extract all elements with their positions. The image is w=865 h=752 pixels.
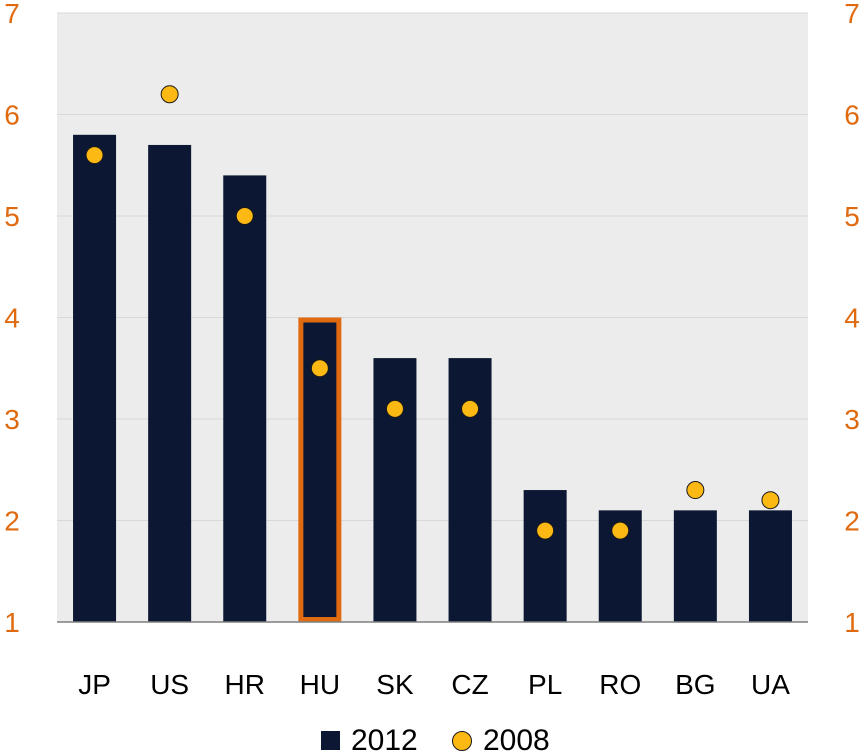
bar-pl-2012 <box>523 490 567 622</box>
y-tick-left-4: 4 <box>4 303 20 334</box>
y-axis-right-labels: 1 2 3 4 5 6 7 <box>844 0 860 638</box>
bar-jp-2012 <box>73 134 117 623</box>
y-tick-left-3: 3 <box>4 404 20 435</box>
bar-us-2012 <box>148 144 192 622</box>
x-tick-hu: HU <box>300 669 340 700</box>
legend-label-2008: 2008 <box>483 724 550 752</box>
y-tick-right-1: 1 <box>844 607 860 638</box>
y-tick-right-2: 2 <box>844 506 860 537</box>
y-tick-left-5: 5 <box>4 201 20 232</box>
y-tick-right-4: 4 <box>844 303 860 334</box>
x-tick-ua: UA <box>751 669 790 700</box>
bar-ua-2012 <box>748 510 792 622</box>
x-tick-jp: JP <box>78 669 111 700</box>
legend-swatch-2008 <box>452 731 472 751</box>
marker-us-2008 <box>160 85 179 104</box>
bar-cz-2012 <box>448 358 492 622</box>
y-axis-left-labels: 1 2 3 4 5 6 7 <box>4 0 20 638</box>
bar-bg-2012 <box>673 510 717 622</box>
x-tick-us: US <box>150 669 189 700</box>
legend: 2012 2008 <box>321 724 550 752</box>
y-tick-left-7: 7 <box>4 0 20 29</box>
legend-swatch-2012 <box>321 731 340 750</box>
x-axis-labels: JP US HR HU SK CZ PL RO BG UA <box>78 669 790 700</box>
marker-hr-2008 <box>235 207 254 225</box>
x-tick-ro: RO <box>599 669 641 700</box>
bar-hu-2012 <box>298 317 342 622</box>
x-tick-cz: CZ <box>451 669 488 700</box>
x-tick-pl: PL <box>528 669 562 700</box>
bar-hr-2012 <box>223 175 267 622</box>
y-tick-right-6: 6 <box>844 100 860 131</box>
marker-jp-2008 <box>85 146 104 165</box>
markers-2008 <box>85 85 780 540</box>
marker-hu-2008 <box>310 359 329 378</box>
x-tick-hr: HR <box>225 669 265 700</box>
y-tick-right-5: 5 <box>844 201 860 232</box>
y-tick-right-3: 3 <box>844 404 860 435</box>
marker-cz-2008 <box>461 399 480 418</box>
y-tick-left-1: 1 <box>4 607 20 638</box>
marker-ua-2008 <box>761 491 780 510</box>
marker-sk-2008 <box>385 399 404 418</box>
y-tick-left-2: 2 <box>4 506 20 537</box>
x-tick-sk: SK <box>376 669 414 700</box>
y-tick-right-7: 7 <box>844 0 860 29</box>
y-tick-left-6: 6 <box>4 100 20 131</box>
legend-label-2012: 2012 <box>351 724 418 752</box>
x-tick-bg: BG <box>675 669 715 700</box>
marker-pl-2008 <box>536 521 555 540</box>
marker-bg-2008 <box>686 481 705 500</box>
marker-ro-2008 <box>611 521 630 540</box>
bar-sk-2012 <box>373 358 417 622</box>
bars-2012 <box>73 134 792 623</box>
